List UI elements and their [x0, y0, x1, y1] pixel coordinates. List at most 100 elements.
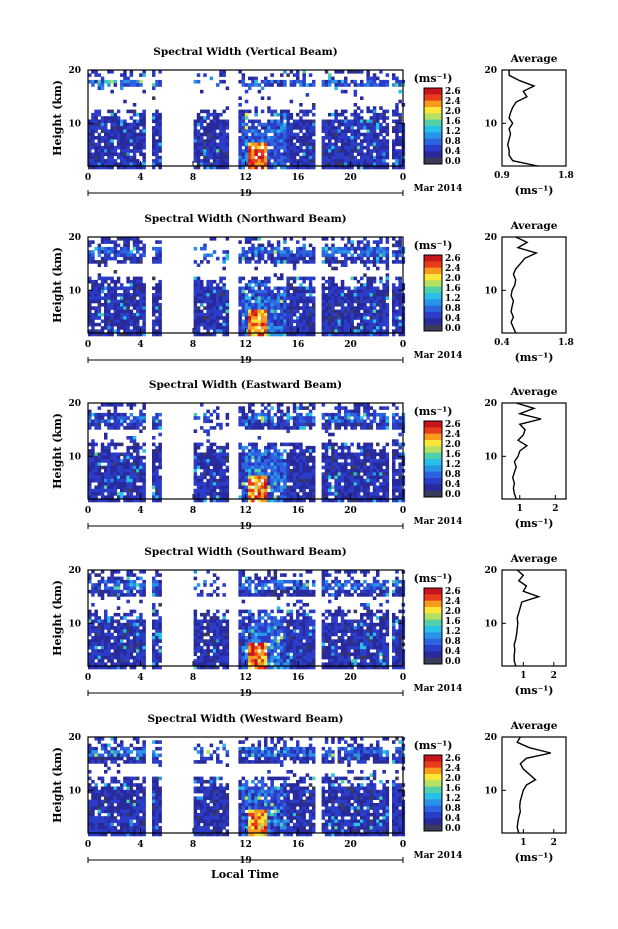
x-tick-label: 20	[344, 673, 357, 683]
x-tick-label: 12	[239, 173, 252, 183]
avg-frame	[501, 236, 567, 334]
avg-frame	[501, 402, 567, 500]
colorbar-segment	[424, 767, 442, 775]
colorbar-tick-label: 0.8	[445, 137, 461, 147]
avg-profile-line	[506, 70, 538, 167]
avg-frame	[501, 736, 567, 834]
day-label: 19	[239, 856, 252, 866]
colorbar-segment	[424, 312, 442, 319]
colorbar-segment	[424, 119, 442, 127]
avg-x-tick-label: 1.8	[558, 171, 574, 181]
colorbar-tick-label: 0.0	[445, 490, 461, 500]
colorbar-tick-label: 2.0	[445, 274, 461, 284]
panel-title: Spectral Width (Westward Beam)	[147, 713, 343, 725]
colorbar-segment	[424, 761, 442, 769]
colorbar-unit: (ms⁻¹)	[414, 405, 453, 418]
colorbar-tick-label: 0.4	[445, 814, 461, 824]
x-tick-label: 20	[344, 840, 357, 850]
avg-x-tick-label: 2	[551, 838, 557, 848]
x-tick-label: 0	[400, 673, 406, 683]
x-tick-label: 0	[85, 340, 91, 350]
colorbar-unit: (ms⁻¹)	[414, 739, 453, 752]
colorbar-tick-label: 2.0	[445, 107, 461, 117]
colorbar-segment	[424, 113, 442, 121]
colorbar-segment	[424, 638, 442, 646]
panel-3	[87, 569, 567, 696]
avg-unit: (ms⁻¹)	[515, 184, 554, 197]
x-tick-label: 8	[190, 340, 196, 350]
colorbar-segment	[424, 427, 442, 435]
y-tick-label: 10	[68, 452, 81, 462]
x-tick-label: 8	[190, 506, 196, 516]
avg-profile-line	[510, 236, 539, 334]
date-label: Mar 2014	[414, 184, 463, 194]
x-tick-label: 4	[137, 340, 143, 350]
y-tick-label: 20	[68, 399, 81, 409]
colorbar-segment	[424, 421, 442, 428]
date-label: Mar 2014	[414, 851, 463, 861]
colorbar-segment	[424, 490, 442, 498]
x-tick-label: 4	[137, 673, 143, 683]
colorbar-tick-label: 2.0	[445, 440, 461, 450]
colorbar-segment	[424, 619, 442, 627]
avg-profile-line	[513, 569, 541, 667]
avg-x-tick-label: 2	[552, 504, 558, 514]
x-tick-label: 0	[85, 506, 91, 516]
y-axis-label: Height (km)	[51, 80, 64, 156]
colorbar-tick-label: 1.6	[445, 284, 461, 294]
colorbar-tick-label: 2.4	[445, 264, 461, 274]
avg-x-tick-label: 2	[551, 671, 557, 681]
x-tick-label: 0	[400, 506, 406, 516]
colorbar-segment	[424, 440, 442, 447]
day-label: 19	[239, 522, 252, 532]
colorbar-segment	[424, 471, 442, 479]
x-tick-label: 16	[292, 340, 305, 350]
colorbar-frame	[423, 587, 443, 665]
x-tick-label: 16	[292, 173, 305, 183]
x-tick-label: 12	[239, 673, 252, 683]
x-tick-label: 0	[400, 840, 406, 850]
colorbar-segment	[424, 107, 442, 114]
colorbar-tick-label: 1.2	[445, 794, 461, 804]
heatmap-cells	[88, 237, 406, 337]
colorbar-segment	[424, 255, 442, 262]
y-tick-label: 10	[68, 286, 81, 296]
colorbar-segment	[424, 626, 442, 633]
avg-title: Average	[510, 720, 558, 732]
colorbar-tick-label: 2.6	[445, 420, 461, 430]
avg-profile-line	[511, 402, 542, 500]
colorbar-unit: (ms⁻¹)	[414, 72, 453, 85]
x-tick-label: 20	[344, 506, 357, 516]
panel-4	[87, 736, 567, 863]
y-tick-label: 20	[68, 733, 81, 743]
avg-x-tick-label: 1	[520, 671, 526, 681]
avg-y-tick-label: 20	[484, 399, 497, 409]
x-axis-label: Local Time	[211, 868, 279, 881]
colorbar-segment	[424, 324, 442, 332]
colorbar-tick-label: 2.6	[445, 87, 461, 97]
avg-y-tick-label: 10	[484, 452, 497, 462]
day-label: 19	[239, 189, 252, 199]
heatmap-cells	[88, 403, 406, 503]
avg-x-tick-label: 0.4	[494, 338, 510, 348]
avg-y-tick-label: 10	[484, 119, 497, 129]
colorbar-segment	[424, 318, 442, 326]
y-axis-label: Height (km)	[51, 247, 64, 323]
avg-unit: (ms⁻¹)	[515, 684, 554, 697]
date-label: Mar 2014	[414, 351, 463, 361]
y-axis-label: Height (km)	[51, 413, 64, 489]
date-label: Mar 2014	[414, 517, 463, 527]
colorbar-segment	[424, 459, 442, 466]
x-tick-label: 8	[190, 673, 196, 683]
x-tick-label: 16	[292, 673, 305, 683]
avg-unit: (ms⁻¹)	[515, 517, 554, 530]
colorbar-tick-label: 2.4	[445, 764, 461, 774]
colorbar-tick-label: 1.6	[445, 450, 461, 460]
colorbar-segment	[424, 780, 442, 788]
y-tick-label: 10	[68, 619, 81, 629]
colorbar-segment	[424, 126, 442, 133]
y-tick-label: 20	[68, 66, 81, 76]
colorbar-tick-label: 0.8	[445, 304, 461, 314]
colorbar-segment	[424, 145, 442, 152]
avg-title: Average	[510, 553, 558, 565]
